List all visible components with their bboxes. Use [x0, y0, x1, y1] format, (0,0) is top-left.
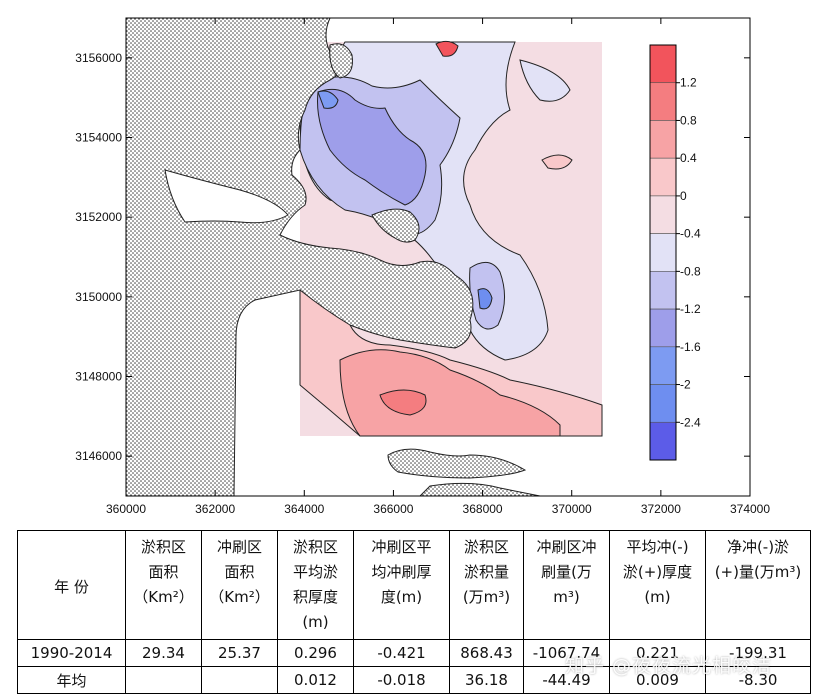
contour-band-pos12 — [379, 389, 427, 416]
y-axis: 3146000 3148000 3150000 3152000 3154000 31560… — [75, 51, 750, 463]
colorbar-label: 1.2 — [680, 76, 697, 90]
contour-spot-deep — [477, 288, 493, 310]
header-deposition-thickness: 淤积区 平均淤 积厚度 (m) — [277, 530, 354, 640]
colorbar-label: -0.8 — [680, 264, 701, 278]
colorbar-swatch — [649, 308, 677, 348]
x-tick-label: 374000 — [730, 502, 770, 516]
statistics-table: 年 份 淤积区 面积 （Km²） 冲刷区 面积 （Km²） 淤积区 平均淤 积厚… — [17, 530, 811, 694]
land-mainland — [126, 18, 474, 496]
x-tick-label: 372000 — [641, 502, 681, 516]
watermark-text: 知乎 @夜夜流光相皎洁 — [565, 655, 773, 677]
header-erosion-thickness: 冲刷区平 均冲刷厚 度(m) — [353, 530, 450, 640]
table-cell: -8.30 — [705, 666, 811, 694]
contour-spot-north-peak — [435, 40, 459, 57]
x-tick-label: 364000 — [284, 502, 324, 516]
contour-band-neg16 — [317, 90, 339, 109]
table-cell — [201, 666, 278, 694]
colorbar-swatch — [649, 271, 677, 310]
colorbar-swatch — [649, 421, 677, 461]
contour-band-neg12 — [317, 88, 427, 206]
colorbar-swatch — [649, 44, 677, 84]
x-tick-label: 368000 — [463, 502, 503, 516]
table-cell: 36.18 — [449, 666, 524, 694]
contour-spot-east — [541, 154, 573, 170]
table-cell — [125, 666, 202, 694]
table-cell: 0.296 — [277, 639, 354, 667]
header-erosion-area: 冲刷区 面积 （Km²） — [201, 530, 278, 640]
header-net-volume: 净冲(-)淤 (+)量(万m³) — [705, 530, 811, 640]
colorbar-label: 0 — [680, 189, 687, 203]
table-cell: -1067.74 — [523, 639, 610, 667]
colorbar: 1.2 0.8 0.4 0 -0.4 -0.8 -1.2 -1.6 -2 -2.4 — [649, 44, 701, 461]
contour-band-pos08 — [339, 349, 561, 437]
x-tick-label: 366000 — [373, 502, 413, 516]
table-cell: -199.31 — [705, 639, 811, 667]
y-tick-label: 3146000 — [75, 449, 122, 463]
table-row: 年均 0.012 -0.018 36.18 -44.49 0.009 -8.30 — [17, 666, 811, 694]
contour-map-chart: 360000 362000 364000 366000 368000 370000 3720… — [75, 17, 770, 516]
table-cell: 0.221 — [609, 639, 706, 667]
colorbar-label: -1.6 — [680, 340, 701, 354]
y-tick-label: 3148000 — [75, 370, 122, 384]
colorbar-frame — [649, 44, 677, 461]
colorbar-swatch — [649, 233, 677, 272]
table-cell: 0.009 — [609, 666, 706, 694]
map-layer — [126, 18, 603, 496]
colorbar-swatch — [649, 157, 677, 197]
colorbar-label: 0.4 — [680, 151, 697, 165]
colorbar-swatch — [649, 120, 677, 159]
y-tick-label: 3154000 — [75, 131, 122, 145]
table-cell: -0.018 — [353, 666, 450, 694]
x-tick-label: 362000 — [195, 502, 235, 516]
colorbar-swatch — [649, 346, 677, 385]
table-cell: 年均 — [17, 666, 126, 694]
colorbar-label: -2 — [680, 378, 691, 392]
table-cell: -44.49 — [523, 666, 610, 694]
colorbar-label: -1.2 — [680, 302, 701, 316]
land-island-south — [387, 448, 527, 479]
table-cell: 25.37 — [201, 639, 278, 667]
water-bay-white — [164, 169, 289, 224]
header-mean-thickness: 平均冲(-) 淤(+)厚度 (m) — [609, 530, 706, 640]
header-erosion-volume: 冲刷区冲 刷量(万 m³) — [523, 530, 610, 640]
land-island-north — [329, 43, 353, 79]
plot-frame — [125, 17, 751, 497]
x-axis: 360000 362000 364000 366000 368000 370000 3720… — [106, 18, 770, 516]
colorbar-swatch — [649, 384, 677, 423]
table-cell: 0.012 — [277, 666, 354, 694]
header-deposition-area: 淤积区 面积 （Km²） — [125, 530, 202, 640]
header-deposition-volume: 淤积区 淤积量 (万m³) — [449, 530, 524, 640]
table-header-row: 年 份 淤积区 面积 （Km²） 冲刷区 面积 （Km²） 淤积区 平均淤 积厚… — [17, 530, 811, 640]
table-cell: 29.34 — [125, 639, 202, 667]
colorbar-swatch — [649, 195, 677, 234]
y-tick-label: 3152000 — [75, 210, 122, 224]
colorbar-label: 0.8 — [680, 113, 697, 127]
y-tick-label: 3156000 — [75, 51, 122, 65]
land-peninsula-mid — [371, 208, 420, 243]
colorbar-label: -0.4 — [680, 227, 701, 241]
table-cell: 1990-2014 — [17, 639, 126, 667]
y-tick-label: 3150000 — [75, 290, 122, 304]
land-south-strip — [419, 482, 541, 496]
x-tick-label: 370000 — [552, 502, 592, 516]
header-year: 年 份 — [17, 530, 126, 640]
table-cell: 868.43 — [449, 639, 524, 667]
x-tick-label: 360000 — [106, 502, 146, 516]
colorbar-label: -2.4 — [680, 415, 701, 429]
colorbar-swatch — [649, 82, 677, 121]
table-cell: -0.421 — [353, 639, 450, 667]
contour-band-neg04-east — [519, 59, 571, 102]
